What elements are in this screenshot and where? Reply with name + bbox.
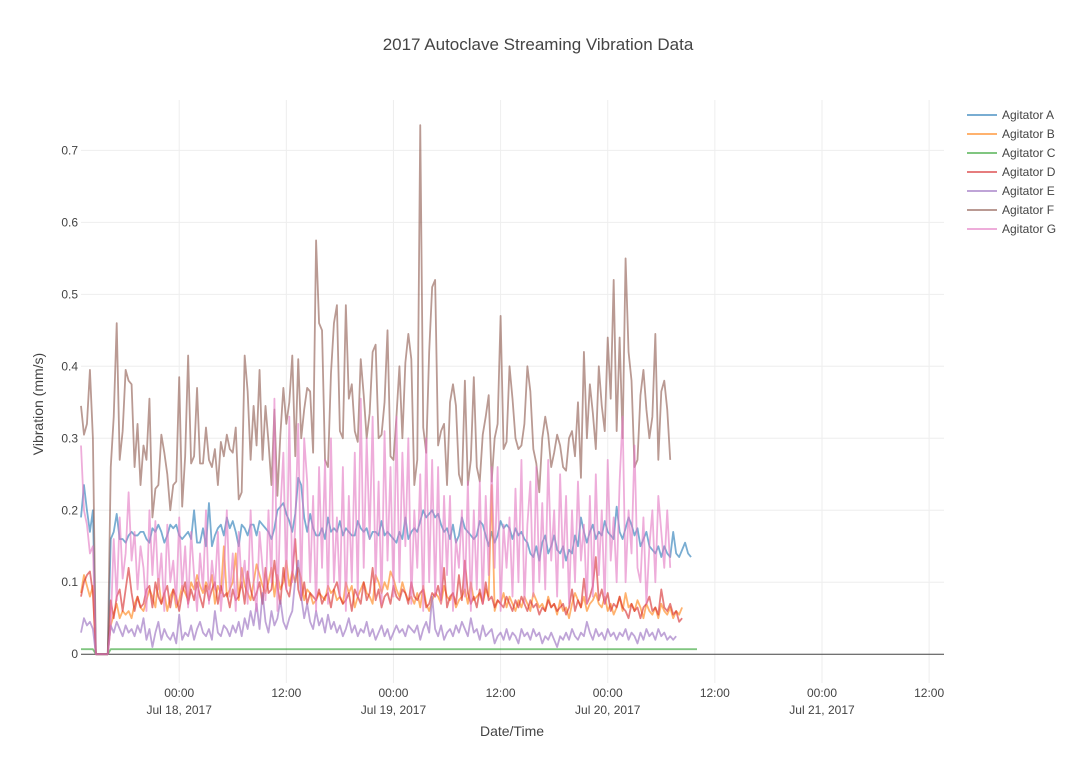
- y-tick-label: 0.7: [61, 143, 78, 157]
- x-tick-date-label: Jul 19, 2017: [361, 703, 427, 717]
- legend-label: Agitator B: [1002, 127, 1055, 141]
- y-tick-label: 0.4: [61, 359, 78, 373]
- x-tick-label: 00:00: [807, 686, 837, 700]
- x-tick-label: 12:00: [914, 686, 944, 700]
- x-axis-ticks: 00:00 Jul 18, 2017 12:00 00:00 Jul 19, 2017 1…: [147, 686, 945, 717]
- x-tick-label: 12:00: [271, 686, 301, 700]
- legend-label: Agitator C: [1002, 146, 1056, 160]
- x-axis-label: Date/Time: [480, 723, 544, 739]
- legend-label: Agitator F: [1002, 203, 1054, 217]
- legend-label: Agitator A: [1002, 108, 1054, 122]
- x-tick-label: 00:00: [378, 686, 408, 700]
- legend-label: Agitator G: [1002, 222, 1056, 236]
- y-tick-label: 0.3: [61, 431, 78, 445]
- series-line-agitator-d: [80, 538, 683, 656]
- legend: Agitator A Agitator B Agitator C Agitator D…: [967, 108, 1056, 236]
- x-tick-date-label: Jul 21, 2017: [789, 703, 855, 717]
- y-axis-ticks: 0 0.1 0.2 0.3 0.4 0.5 0.6 0.7: [61, 143, 78, 661]
- x-tick-label: 12:00: [700, 686, 730, 700]
- y-tick-label: 0.1: [61, 575, 78, 589]
- y-tick-label: 0.6: [61, 215, 78, 229]
- x-tick-label: 12:00: [486, 686, 516, 700]
- chart-title: 2017 Autoclave Streaming Vibration Data: [383, 35, 694, 54]
- x-tick-label: 00:00: [164, 686, 194, 700]
- series-line-agitator-c: [81, 648, 697, 656]
- series-line-agitator-f: [80, 124, 672, 656]
- series-line-agitator-e: [80, 559, 677, 656]
- y-tick-label: 0: [71, 647, 78, 661]
- x-tick-label: 00:00: [593, 686, 623, 700]
- legend-label: Agitator D: [1002, 165, 1056, 179]
- legend-label: Agitator E: [1002, 184, 1055, 198]
- x-tick-date-label: Jul 18, 2017: [147, 703, 213, 717]
- x-tick-date-label: Jul 20, 2017: [575, 703, 641, 717]
- y-tick-label: 0.5: [61, 287, 78, 301]
- series-line-agitator-g: [80, 397, 672, 656]
- y-tick-label: 0.2: [61, 503, 78, 517]
- series-layer: [80, 124, 697, 656]
- y-axis-label: Vibration (mm/s): [30, 353, 46, 455]
